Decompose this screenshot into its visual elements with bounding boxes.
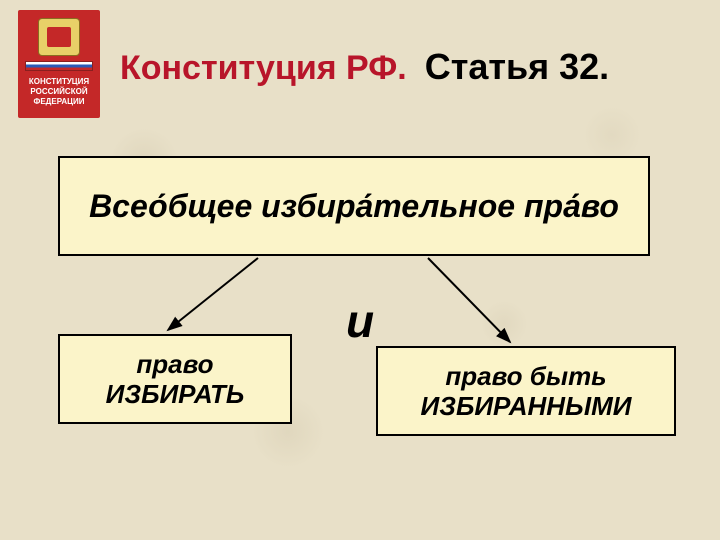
- article-number: Статья 32.: [425, 46, 609, 88]
- right-child-line2: ИЗБИРАННЫМИ: [421, 391, 632, 421]
- right-child-line1: право быть: [445, 361, 606, 391]
- badge-text-3: Федерации: [34, 97, 85, 107]
- top-concept-text: Всео́бщее избира́тельное пра́во: [89, 187, 619, 225]
- badge-text-1: Конституция: [29, 77, 89, 87]
- badge-emblem: [38, 18, 80, 56]
- constitution-badge: Конституция Российской Федерации: [18, 10, 100, 118]
- header-row: Конституция РФ. Статья 32.: [120, 46, 680, 88]
- badge-text-2: Российской: [30, 87, 87, 97]
- page-title: Конституция РФ.: [120, 49, 407, 88]
- top-concept-box: Всео́бщее избира́тельное пра́во: [58, 156, 650, 256]
- right-child-box: право быть ИЗБИРАННЫМИ: [376, 346, 676, 436]
- left-child-line1: право: [136, 349, 213, 379]
- left-child-box: право ИЗБИРАТЬ: [58, 334, 292, 424]
- badge-flag: [25, 61, 93, 71]
- left-child-line2: ИЗБИРАТЬ: [106, 379, 245, 409]
